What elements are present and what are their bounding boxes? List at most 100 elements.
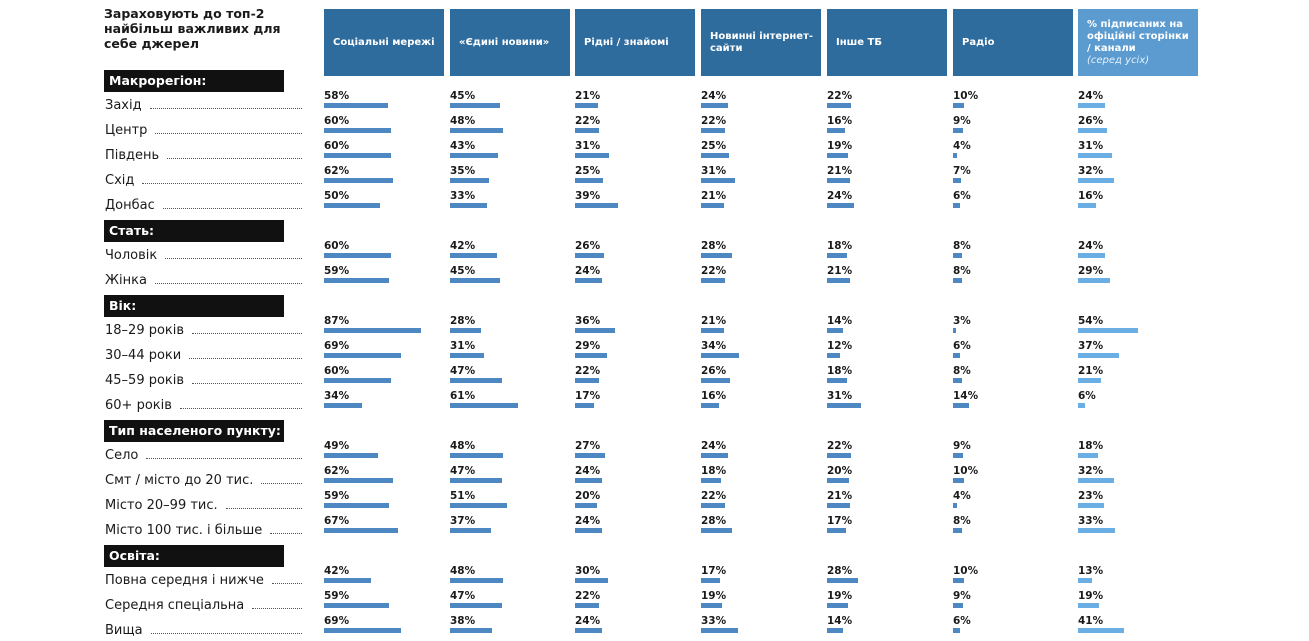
leader-dots (270, 533, 302, 534)
value-bar (953, 103, 964, 108)
value-label: 3% (953, 315, 971, 327)
leader-dots (162, 208, 302, 209)
value-bar (575, 153, 609, 158)
value-bar (450, 278, 500, 283)
value-label: 24% (575, 265, 601, 277)
leader-dots (149, 108, 302, 109)
value-bar (1078, 478, 1114, 483)
column-header-label: Інше ТБ (836, 36, 882, 48)
value-bar (450, 403, 518, 408)
value-label: 48% (450, 440, 476, 452)
value-label: 7% (953, 165, 971, 177)
value-bar (827, 378, 847, 383)
value-label: 6% (953, 190, 971, 202)
value-bar (324, 378, 391, 383)
value-label: 26% (575, 240, 601, 252)
leader-dots (189, 358, 302, 359)
value-bar (324, 278, 389, 283)
value-bar (1078, 103, 1105, 108)
value-bar (827, 328, 843, 333)
value-label: 22% (701, 265, 727, 277)
value-label: 34% (324, 390, 350, 402)
value-bar (827, 603, 848, 608)
value-label: 22% (575, 590, 601, 602)
value-label: 10% (953, 565, 979, 577)
value-bar (827, 628, 843, 633)
value-bar (701, 278, 725, 283)
column-header-6: Радіо (953, 9, 1073, 76)
group-header: Макрорегіон: (104, 70, 284, 92)
value-bar (450, 128, 503, 133)
row-label: Донбас (105, 195, 304, 213)
value-label: 19% (827, 140, 853, 152)
value-label: 49% (324, 440, 350, 452)
value-bar (701, 528, 732, 533)
value-bar (575, 178, 603, 183)
value-label: 42% (450, 240, 476, 252)
row-label: Схід (105, 170, 304, 188)
value-bar (701, 203, 724, 208)
group-header: Тип населеного пункту: (104, 420, 284, 442)
value-bar (1078, 403, 1085, 408)
value-bar (953, 478, 964, 483)
value-label: 24% (701, 440, 727, 452)
value-bar (953, 278, 962, 283)
value-bar (827, 153, 848, 158)
value-label: 37% (450, 515, 476, 527)
value-label: 8% (953, 515, 971, 527)
value-label: 21% (701, 190, 727, 202)
value-label: 21% (827, 165, 853, 177)
value-label: 21% (575, 90, 601, 102)
leader-dots (225, 508, 302, 509)
column-header-1: Соціальні мережі (324, 9, 444, 76)
value-label: 24% (1078, 240, 1104, 252)
value-bar (827, 578, 858, 583)
value-label: 22% (575, 115, 601, 127)
value-bar (827, 403, 861, 408)
column-header-label: Новинні інтернет-сайти (710, 30, 814, 54)
value-bar (827, 478, 849, 483)
value-bar (1078, 178, 1114, 183)
value-label: 32% (1078, 465, 1104, 477)
value-bar (701, 178, 735, 183)
value-bar (1078, 603, 1099, 608)
value-label: 22% (701, 115, 727, 127)
value-bar (701, 403, 719, 408)
value-bar (324, 603, 389, 608)
value-bar (450, 153, 498, 158)
value-label: 36% (575, 315, 601, 327)
value-bar (450, 253, 497, 258)
row-label: 30–44 роки (105, 345, 304, 363)
value-bar (575, 478, 602, 483)
value-label: 19% (1078, 590, 1104, 602)
value-bar (324, 453, 378, 458)
column-header-2: «Єдині новини» (450, 9, 570, 76)
value-bar (701, 328, 724, 333)
value-label: 45% (450, 90, 476, 102)
column-header-7: % підписаних на офіційні сторінки / кана… (1078, 9, 1198, 76)
value-label: 9% (953, 590, 971, 602)
value-bar (953, 328, 956, 333)
value-label: 51% (450, 490, 476, 502)
value-label: 16% (1078, 190, 1104, 202)
value-bar (827, 128, 845, 133)
value-label: 31% (575, 140, 601, 152)
value-label: 31% (701, 165, 727, 177)
value-bar (450, 328, 481, 333)
value-label: 22% (827, 440, 853, 452)
chart-title: Зараховують до топ-2 найбільш важливих д… (104, 6, 281, 51)
row-label: Смт / місто до 20 тис. (105, 470, 304, 488)
row-label: Жінка (105, 270, 304, 288)
value-bar (450, 478, 502, 483)
value-bar (701, 253, 732, 258)
value-label: 24% (701, 90, 727, 102)
value-label: 60% (324, 115, 350, 127)
value-label: 21% (827, 490, 853, 502)
value-label: 18% (827, 365, 853, 377)
value-label: 9% (953, 115, 971, 127)
value-label: 4% (953, 490, 971, 502)
value-label: 17% (575, 390, 601, 402)
value-label: 16% (827, 115, 853, 127)
value-label: 28% (827, 565, 853, 577)
value-label: 26% (1078, 115, 1104, 127)
